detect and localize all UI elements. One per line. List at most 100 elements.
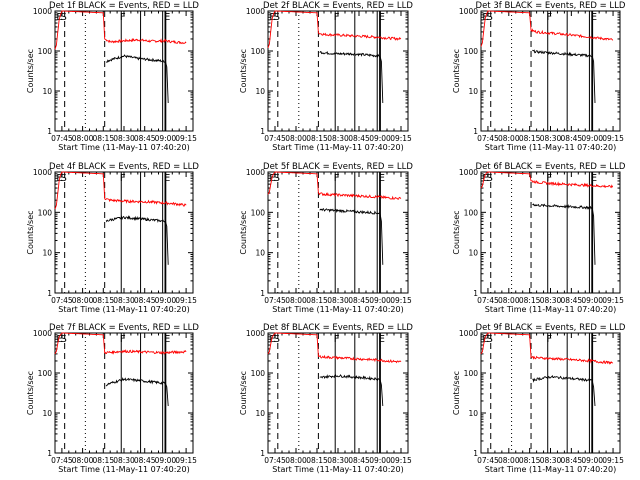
x-tick-label: 09:00 (581, 134, 603, 143)
x-tick-label: 09:15 (175, 456, 197, 465)
x-tick-label: 08:15 (92, 456, 114, 465)
event-marker-label: S (487, 334, 493, 345)
y-tick-label: 10 (42, 87, 52, 96)
event-marker-label: S (274, 173, 280, 184)
plot-frame (267, 332, 409, 454)
x-tick-label: 08:00 (498, 456, 520, 465)
x-tick-label: 07:45 (264, 296, 286, 305)
x-tick-label: 08:00 (285, 134, 307, 143)
x-tick-label: 09:15 (390, 296, 412, 305)
x-axis-label: Start Time (11-May-11 07:40:20) (272, 143, 403, 152)
x-axis-label: Start Time (11-May-11 07:40:20) (272, 465, 403, 474)
y-tick-label: 1 (473, 449, 478, 458)
x-tick-label: 08:15 (92, 296, 114, 305)
y-tick-label: 1 (260, 449, 265, 458)
x-tick-label: 08:15 (519, 134, 541, 143)
event-marker-label: E (379, 173, 385, 184)
event-marker-label: E (591, 334, 597, 345)
series-lld-line (267, 332, 402, 364)
series-events-line (105, 377, 169, 407)
x-tick-label: 08:30 (113, 296, 135, 305)
x-tick-label: 08:00 (285, 456, 307, 465)
series-events-line (319, 207, 384, 265)
y-tick-label: 1 (47, 449, 52, 458)
x-axis-label: Start Time (11-May-11 07:40:20) (58, 305, 189, 314)
y-axis-label: Counts/sec (452, 210, 461, 254)
x-tick-label: 07:45 (477, 456, 499, 465)
x-tick-label: 08:45 (348, 296, 370, 305)
event-marker-label: S (487, 12, 493, 23)
x-tick-label: 08:30 (113, 456, 135, 465)
y-tick-label: 10 (42, 249, 52, 258)
panel-det-8: Det 8f BLACK = Events, RED = LLD 1 10 100 10… (239, 323, 413, 474)
x-axis-label: Start Time (11-May-11 07:40:20) (485, 305, 616, 314)
event-marker-label: F (546, 12, 552, 23)
event-marker-label: F (546, 334, 552, 345)
series-lld-line (267, 10, 402, 48)
y-tick-label: 1 (473, 289, 478, 298)
series-events-line (532, 375, 596, 407)
x-tick-label: 08:00 (72, 134, 94, 143)
y-axis-label: Counts/sec (26, 210, 35, 254)
x-tick-label: 07:45 (264, 134, 286, 143)
panel-title: Det 4f BLACK = Events, RED = LLD (49, 162, 199, 172)
panel-det-1: Det 1f BLACK = Events, RED = LLD 1 10 100 10… (26, 1, 199, 152)
x-tick-label: 09:15 (175, 296, 197, 305)
y-tick-label: 100 (251, 47, 266, 56)
event-marker-label: E (164, 334, 170, 345)
x-tick-label: 09:15 (602, 134, 624, 143)
y-tick-label: 100 (251, 369, 266, 378)
series-lld-line (480, 171, 613, 189)
x-tick-label: 08:00 (498, 296, 520, 305)
event-marker-label: F (334, 173, 340, 184)
series-lld-line (54, 10, 187, 50)
y-tick-label: 1000 (246, 329, 265, 338)
event-marker-label: S (61, 334, 67, 345)
series-lld-line (267, 171, 402, 200)
x-tick-label: 07:45 (477, 134, 499, 143)
y-axis-label: Counts/sec (26, 49, 35, 93)
panel-det-3: Det 3f BLACK = Events, RED = LLD 1 10 100 10… (452, 1, 626, 152)
y-tick-label: 10 (255, 409, 265, 418)
x-tick-label: 08:45 (348, 134, 370, 143)
y-tick-label: 10 (42, 409, 52, 418)
x-tick-label: 08:00 (72, 456, 94, 465)
event-marker-label: E (379, 12, 385, 23)
x-tick-label: 08:15 (519, 296, 541, 305)
panel-det-7: Det 7f BLACK = Events, RED = LLD 1 10 100 10… (26, 323, 199, 474)
x-axis-label: Start Time (11-May-11 07:40:20) (58, 143, 189, 152)
x-tick-label: 08:45 (134, 456, 156, 465)
y-axis-label: Counts/sec (26, 371, 35, 415)
y-tick-label: 1000 (459, 329, 478, 338)
y-tick-label: 10 (255, 249, 265, 258)
x-tick-label: 08:30 (327, 456, 349, 465)
y-tick-label: 1 (47, 127, 52, 136)
event-marker-label: E (482, 173, 488, 184)
event-marker-label: F (546, 173, 552, 184)
series-events-line (532, 49, 596, 104)
x-tick-label: 08:00 (498, 134, 520, 143)
x-tick-label: 09:15 (390, 456, 412, 465)
event-marker-label: F (120, 334, 126, 345)
y-tick-label: 1 (47, 289, 52, 298)
panel-title: Det 2f BLACK = Events, RED = LLD (263, 1, 413, 11)
x-tick-label: 08:30 (540, 296, 562, 305)
event-marker-label: E (379, 334, 385, 345)
panel-title: Det 5f BLACK = Events, RED = LLD (263, 162, 413, 172)
plot-frame (267, 10, 409, 132)
x-tick-label: 08:45 (561, 134, 583, 143)
panel-det-2: Det 2f BLACK = Events, RED = LLD 1 10 100 10… (239, 1, 413, 152)
y-tick-label: 1000 (459, 168, 478, 177)
event-marker-label: S (61, 12, 67, 23)
x-tick-label: 07:45 (51, 134, 73, 143)
series-events-line (319, 374, 384, 407)
x-tick-label: 09:00 (155, 456, 177, 465)
event-marker-label: E (269, 334, 275, 345)
x-tick-label: 09:15 (602, 456, 624, 465)
event-marker-label: F (120, 12, 126, 23)
x-axis-label: Start Time (11-May-11 07:40:20) (272, 305, 403, 314)
plot-frame (267, 171, 409, 294)
x-tick-label: 08:45 (348, 456, 370, 465)
event-marker-label: F (120, 173, 126, 184)
y-tick-label: 100 (38, 208, 53, 217)
